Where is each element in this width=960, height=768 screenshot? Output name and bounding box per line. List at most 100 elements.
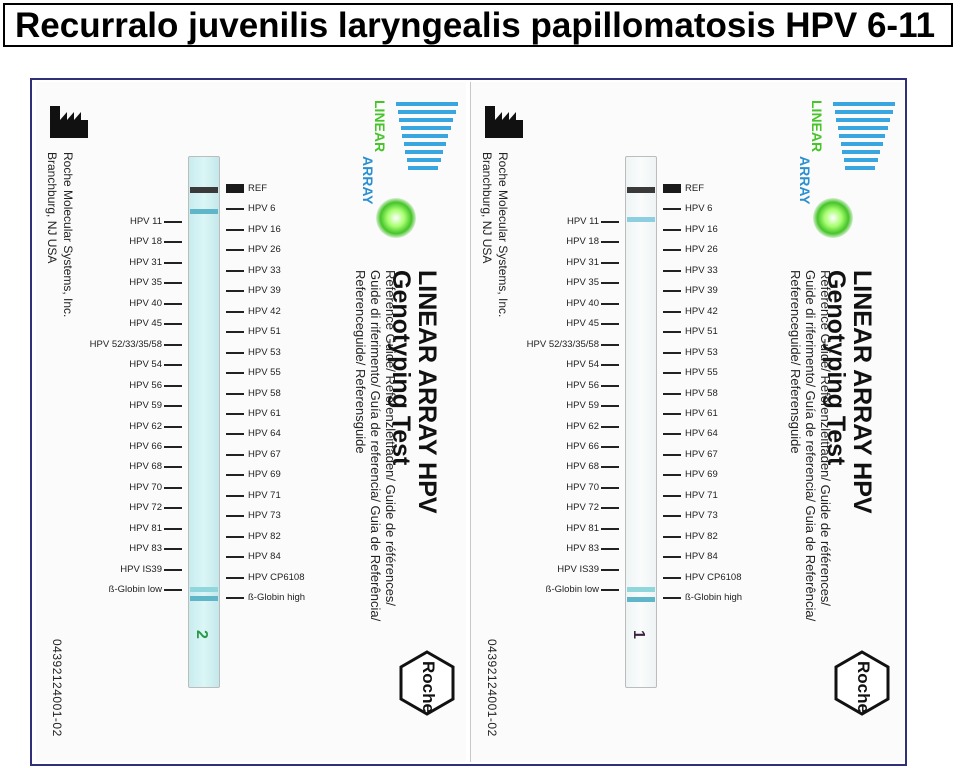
product-title: LINEAR ARRAY HPV (848, 270, 876, 514)
probe-label: HPV 26 (248, 244, 281, 256)
tick-mark (663, 453, 681, 456)
probe-label: HPV 71 (685, 489, 718, 501)
probe-label: HPV 73 (685, 510, 718, 522)
test-strip (625, 156, 657, 688)
probe-label: HPV IS39 (557, 563, 599, 575)
probe-label: HPV 42 (248, 305, 281, 317)
tick-mark (226, 474, 244, 477)
probe-label: HPV 33 (248, 264, 281, 276)
tick-mark (164, 261, 182, 264)
probe-label: HPV 53 (248, 346, 281, 358)
tick-mark (226, 392, 244, 395)
tick-mark (226, 331, 244, 334)
tick-mark (663, 597, 681, 599)
probe-label: HPV 83 (566, 543, 599, 555)
probe-label: ß-Globin high (685, 592, 743, 603)
catalog-number: 04392124001-02 (50, 639, 64, 737)
manufacturer-icon (485, 106, 523, 138)
tick-mark (601, 425, 619, 428)
probe-label: HPV 16 (248, 223, 281, 235)
tick-mark (601, 466, 619, 469)
probe-label: HPV 72 (129, 502, 162, 514)
probe-label: HPV 51 (685, 326, 718, 338)
tick-mark (601, 221, 619, 223)
tick-mark (601, 405, 619, 408)
tick-mark (663, 208, 681, 211)
linear-array-logo: LINEAR ARRAY (360, 100, 458, 238)
tick-mark (663, 331, 681, 334)
logo-word-top: LINEAR (372, 100, 388, 153)
tick-mark (164, 221, 182, 223)
reference-card-right: Roche Molecular Systems, Inc. Branchburg,… (470, 82, 904, 762)
tick-mark (226, 453, 244, 456)
tick-mark (226, 597, 244, 599)
logo-word-bottom: ARRAY (797, 156, 813, 205)
probe-label: HPV 66 (566, 440, 599, 452)
probe-label: HPV 39 (248, 285, 281, 297)
tick-mark (164, 323, 182, 326)
probe-label: HPV 11 (129, 216, 162, 227)
tick-mark (663, 351, 681, 354)
guide-languages-1: Reference Guide/ Referenzleitfaden/ Guid… (818, 270, 833, 607)
tick-mark (663, 412, 681, 415)
probe-label: HPV 33 (685, 264, 718, 276)
manufacturer-name: Roche Molecular Systems, Inc. (496, 152, 510, 318)
tick-mark (164, 405, 182, 408)
probe-label: HPV 31 (566, 256, 599, 268)
tick-mark (226, 351, 244, 354)
hybridization-band (627, 187, 655, 193)
tick-mark (164, 425, 182, 428)
probe-label: HPV 81 (566, 522, 599, 534)
probe-label: HPV 62 (129, 420, 162, 432)
probe-label: HPV 6 (248, 203, 276, 215)
logo-word-top: LINEAR (809, 100, 825, 153)
tick-mark (226, 269, 244, 272)
probe-label: HPV 39 (685, 285, 718, 297)
probe-label: HPV 45 (129, 318, 162, 330)
tick-mark (164, 445, 182, 448)
tick-mark (663, 515, 681, 518)
tick-mark (226, 290, 244, 293)
probe-label: HPV 67 (685, 448, 718, 460)
tick-mark (663, 372, 681, 375)
ref-marker (226, 184, 244, 193)
probe-label: HPV 11 (566, 216, 599, 227)
probe-label: HPV 56 (129, 379, 162, 391)
tick-mark (226, 412, 244, 415)
hybridization-band (627, 597, 655, 602)
tick-mark (164, 384, 182, 387)
manufacturer-address: Branchburg, NJ USA (480, 152, 494, 264)
probe-label: HPV 82 (685, 530, 718, 542)
probe-label: HPV 55 (248, 367, 281, 379)
linear-array-logo: LINEAR ARRAY (797, 100, 895, 238)
tick-mark (226, 208, 244, 211)
tick-mark (226, 433, 244, 436)
tick-mark (226, 249, 244, 252)
reference-card-left: Roche Molecular Systems, Inc. Branchburg,… (36, 82, 466, 762)
tick-mark (164, 343, 182, 346)
tick-mark (663, 249, 681, 252)
probe-label: HPV 56 (566, 379, 599, 391)
probe-label: HPV 40 (129, 297, 162, 309)
probe-label: HPV 84 (248, 551, 281, 563)
manufacturer-icon (50, 106, 88, 138)
probe-label: HPV 61 (248, 407, 281, 419)
probe-label: HPV 16 (685, 223, 718, 235)
tick-mark (226, 494, 244, 497)
probe-label: HPV 70 (566, 481, 599, 493)
tick-mark (601, 486, 619, 489)
guide-languages-3: Referenceguide/ Referensguide (353, 270, 368, 454)
tick-mark (663, 494, 681, 497)
probe-label: HPV 45 (566, 318, 599, 330)
probe-label: HPV 18 (566, 236, 599, 248)
probe-label: ß-Globin low (108, 584, 162, 596)
tick-mark (601, 548, 619, 551)
tick-mark (601, 261, 619, 264)
tick-mark (601, 241, 619, 244)
probe-label: HPV 64 (685, 428, 718, 440)
tick-mark (601, 507, 619, 510)
tick-mark (601, 589, 619, 592)
probe-label: HPV CP6108 (685, 571, 742, 583)
tick-mark (164, 302, 182, 305)
probe-label: HPV 81 (129, 522, 162, 534)
